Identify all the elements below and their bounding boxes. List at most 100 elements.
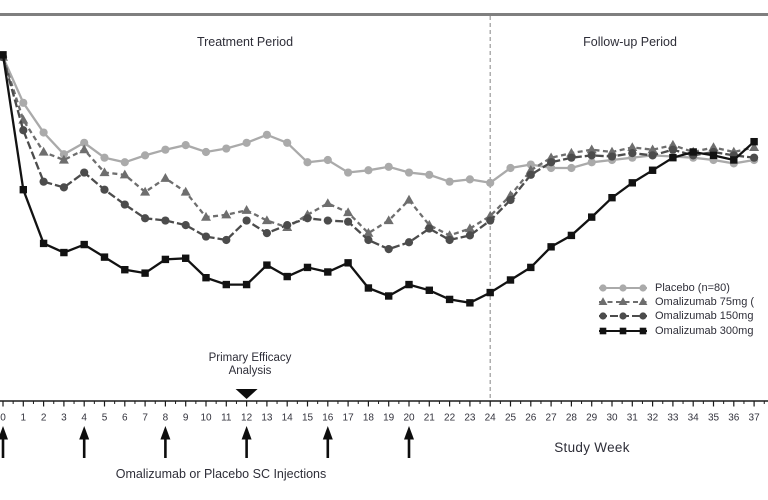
data-point-circle bbox=[486, 178, 495, 187]
x-tick-label: 2 bbox=[41, 413, 47, 424]
data-point-circle bbox=[384, 162, 393, 171]
data-point-circle bbox=[567, 163, 576, 173]
data-point-circle bbox=[161, 216, 170, 225]
data-point-square bbox=[100, 253, 109, 261]
data-point-square bbox=[425, 286, 433, 294]
followup-period-label: Follow-up Period bbox=[583, 35, 677, 49]
data-point-square bbox=[385, 292, 393, 300]
data-point-circle bbox=[547, 158, 556, 167]
data-point-circle bbox=[181, 221, 190, 230]
data-point-circle bbox=[547, 163, 556, 173]
series-line-square bbox=[1, 54, 755, 304]
injection-arrow-head bbox=[241, 426, 252, 440]
data-point-circle bbox=[364, 166, 373, 175]
x-tick-label: 21 bbox=[424, 413, 436, 424]
x-tick-label: 27 bbox=[546, 413, 558, 424]
data-point-circle bbox=[425, 170, 434, 179]
data-point-triangle bbox=[79, 144, 90, 154]
data-point-circle bbox=[120, 200, 129, 209]
treatment-period-label: Treatment Period bbox=[196, 35, 294, 49]
data-point-square bbox=[567, 231, 576, 240]
data-point-circle bbox=[465, 175, 474, 184]
data-point-triangle bbox=[160, 173, 171, 182]
injection-arrow-head bbox=[0, 426, 8, 440]
x-tick-label: 35 bbox=[708, 413, 720, 424]
data-point-circle bbox=[526, 160, 535, 169]
x-tick-label: 12 bbox=[241, 413, 253, 424]
legend-marker-sample bbox=[598, 297, 648, 306]
primary-efficacy-line1: Primary Efficacy bbox=[208, 352, 292, 364]
legend-label: Omalizumab 300mg bbox=[655, 324, 754, 337]
data-point-circle bbox=[668, 145, 678, 154]
data-point-circle bbox=[80, 168, 89, 177]
legend-label: Omalizumab 150mg bbox=[655, 310, 754, 323]
data-point-circle bbox=[323, 155, 332, 165]
x-tick-label: 1 bbox=[21, 413, 27, 424]
x-tick-label: 36 bbox=[728, 413, 740, 424]
x-tick-label: 18 bbox=[363, 413, 375, 424]
data-point-square bbox=[466, 299, 474, 307]
x-tick-label: 24 bbox=[485, 413, 497, 424]
data-point-circle bbox=[19, 126, 28, 135]
x-tick-label: 6 bbox=[122, 413, 128, 424]
data-point-triangle bbox=[343, 207, 354, 217]
data-point-square bbox=[242, 280, 251, 289]
legend-marker-sample bbox=[599, 327, 647, 334]
x-tick-label: 26 bbox=[525, 413, 537, 424]
data-point-triangle bbox=[99, 167, 110, 177]
data-point-square bbox=[39, 239, 48, 248]
data-point-circle bbox=[19, 98, 28, 107]
legend-label: Placebo (n=80) bbox=[655, 282, 730, 295]
primary-efficacy-marker bbox=[235, 389, 258, 399]
data-point-triangle bbox=[749, 142, 760, 151]
data-point-circle bbox=[445, 235, 454, 245]
legend-marker-sample bbox=[599, 284, 647, 292]
data-point-circle bbox=[303, 214, 312, 223]
data-point-circle bbox=[587, 151, 596, 160]
data-point-circle bbox=[141, 214, 150, 223]
data-point-triangle bbox=[464, 223, 475, 233]
data-point-circle bbox=[222, 235, 231, 245]
x-tick-label: 14 bbox=[282, 413, 294, 424]
data-point-circle bbox=[648, 151, 657, 160]
data-point-circle bbox=[750, 153, 759, 162]
data-point-triangle bbox=[363, 227, 374, 237]
x-axis-title: Study Week bbox=[554, 440, 630, 455]
data-point-triangle bbox=[58, 154, 69, 164]
data-point-triangle bbox=[647, 144, 658, 154]
data-point-circle bbox=[465, 231, 474, 240]
data-point-triangle bbox=[261, 215, 272, 225]
x-tick-label: 25 bbox=[505, 413, 517, 424]
data-point-triangle bbox=[383, 215, 394, 225]
data-point-square bbox=[283, 272, 291, 281]
legend-item: Omalizumab 75mg ( bbox=[597, 295, 754, 309]
x-tick-label: 10 bbox=[200, 413, 212, 424]
legend-marker-sample bbox=[599, 312, 647, 321]
injections-caption: Omalizumab or Placebo SC Injections bbox=[115, 467, 327, 481]
data-point-square bbox=[202, 273, 210, 282]
x-tick-label: 5 bbox=[102, 413, 108, 424]
x-tick-label: 3 bbox=[61, 413, 67, 424]
data-point-circle bbox=[283, 221, 292, 230]
data-point-triangle bbox=[180, 186, 191, 196]
data-point-square bbox=[628, 179, 636, 187]
data-point-circle bbox=[59, 150, 68, 159]
data-point-triangle bbox=[586, 144, 597, 154]
data-point-circle bbox=[201, 232, 211, 241]
data-point-circle bbox=[80, 138, 89, 147]
legend-item: Omalizumab 150mg bbox=[597, 309, 754, 323]
data-point-square bbox=[486, 288, 494, 297]
data-point-circle bbox=[262, 229, 271, 238]
data-point-square bbox=[405, 280, 413, 289]
legend-item: Placebo (n=80) bbox=[597, 281, 754, 295]
data-point-square bbox=[161, 255, 170, 264]
data-point-square bbox=[506, 276, 515, 284]
data-point-circle bbox=[607, 152, 617, 161]
data-point-square bbox=[588, 213, 596, 221]
data-point-circle bbox=[323, 216, 332, 225]
data-point-triangle bbox=[241, 205, 252, 214]
data-point-triangle bbox=[201, 211, 211, 221]
data-point-circle bbox=[425, 224, 434, 233]
data-point-square bbox=[709, 151, 718, 160]
